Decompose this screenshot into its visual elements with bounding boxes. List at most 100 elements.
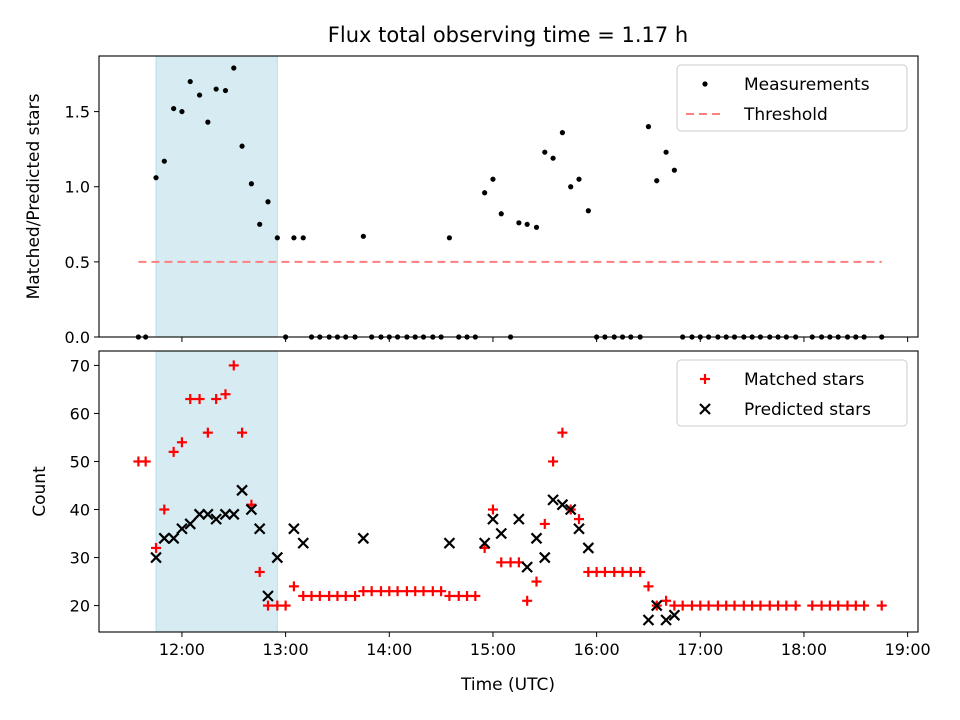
bottom-series-predicted-stars-point-b [530,532,543,545]
bottom-series-predicted-stars-point [288,522,300,535]
bottom-series-predicted-stars-point-b [193,508,206,521]
x-tick-label: 16:00 [574,640,620,659]
x-tick-label: 18:00 [781,640,827,659]
top-series-measurements-point [533,224,540,230]
top-series-measurements-point [498,211,504,217]
bottom-series-matched-stars-point [833,600,844,611]
bottom-series-predicted-stars-point [513,513,525,525]
top-series-measurements-point [490,176,496,182]
bottom-series-matched-stars-point [254,566,265,577]
bottom-series-predicted-stars-point-b [288,522,300,535]
bottom-series-matched-stars-point [859,600,870,611]
x-tick-label: 13:00 [263,640,309,659]
bottom-series-matched-stars-point [755,600,766,611]
top-series-measurements-point [446,235,453,241]
bottom-series-predicted-stars-point-b [167,532,180,545]
bottom-series-matched-stars-point [729,600,740,611]
bottom-series-predicted-stars-point [176,522,188,535]
bottom-series-predicted-stars-point [271,551,284,564]
top-series-measurements [135,65,885,340]
top-series-measurements-point [559,130,566,136]
bottom-series-predicted-stars-point-b [297,537,310,549]
top-series-measurements-point [524,221,530,227]
bottom-series-predicted-stars-point [564,503,577,516]
top-series-measurements-point [482,190,488,196]
bottom-y-tick-label: 30 [70,549,90,568]
top-y-tick-label: 1.5 [65,103,90,122]
bottom-shaded-interval [155,350,278,633]
bottom-series-predicted-stars-point [495,527,508,540]
bottom-series-matched-stars-point [781,600,792,611]
top-legend-handle [702,81,708,87]
bottom-series-matched-stars-point [548,456,559,467]
bottom-series-predicted-stars-point-b [513,513,525,525]
bottom-series-predicted-stars-point-b [478,537,491,549]
top-series-measurements-point [300,235,306,241]
bottom-series-matched-stars-point [140,456,151,467]
bottom-series-matched-stars-point [436,586,447,597]
top-series-measurements-point [360,233,366,239]
bottom-series-predicted-stars-point-b [357,532,370,545]
top-series-measurements-point [213,86,219,92]
bottom-series-predicted-stars-point [193,508,206,521]
bottom-series-predicted-stars-point [660,614,672,626]
bottom-series-predicted-stars-point-b [573,522,585,535]
bottom-series-predicted-stars-point-b [650,599,663,612]
bottom-series-matched-stars-point [211,394,222,405]
bottom-legend: Matched stars Predicted stars [676,359,908,427]
bottom-series-matched-stars-point [418,586,429,597]
bottom-series-predicted-stars-point [210,513,222,525]
bottom-series-predicted-stars-point-b [521,561,533,573]
bottom-series-predicted-stars-point [478,537,491,549]
bottom-series-matched-stars-point [677,600,688,611]
bottom-series-matched-stars-point [185,394,196,405]
top-y-tick-label: 0.0 [65,328,90,347]
bottom-series-matched-stars-point [661,595,672,606]
bottom-legend-handle-b [699,403,711,415]
bottom-series-matched-stars-point [220,389,231,400]
bottom-series-predicted-stars-point [539,551,551,564]
bottom-series-predicted-stars-point [202,508,214,521]
top-series-measurements-point [239,143,245,149]
bottom-series-predicted-stars-point [521,561,533,573]
bottom-series-matched-stars-point [280,600,291,611]
bottom-series-predicted-stars-point [253,522,266,535]
bottom-series-predicted-stars-point-b [660,614,672,626]
bottom-legend-handle [699,403,711,415]
bottom-series-predicted-stars-point [530,532,543,545]
bottom-series-predicted-stars-point [297,537,310,549]
bottom-series-matched-stars-point [202,427,213,438]
bottom-series-matched-stars-point [573,514,584,525]
bottom-y-tick-label: 70 [70,356,90,375]
bottom-series-predicted-stars-point-b [219,508,232,521]
bottom-series-predicted-stars-point [158,532,171,545]
top-shaded-interval [155,55,278,338]
bottom-series-predicted-stars-point-b [158,532,171,545]
x-tick-label: 15:00 [470,640,516,659]
bottom-series-matched-stars-point [635,566,646,577]
bottom-legend-box [676,359,908,427]
top-series-measurements-point [550,155,556,161]
top-series-measurements-point [179,108,185,115]
top-series-measurements-point [196,92,203,98]
top-series-measurements-point [671,167,677,173]
bottom-series-predicted-stars-point-b [262,590,274,602]
x-tick-label: 12:00 [159,640,205,659]
top-series-measurements-point [542,149,548,155]
bottom-series-predicted-stars-point [357,532,370,545]
bottom-series-predicted-stars-point-b [176,522,188,535]
bottom-series-predicted-stars-point [167,532,180,545]
bottom-series-matched-stars-point [288,581,299,592]
bottom-series-predicted-stars-point-b [642,614,655,626]
bottom-series-predicted-stars-point [650,599,663,612]
top-series-measurements-point [576,176,582,182]
top-legend-label: Measurements [744,75,870,95]
bottom-series-matched-stars-point [557,427,568,438]
bottom-series-predicted-stars-point-b [564,503,577,516]
bottom-series-predicted-stars-point-b [271,551,284,564]
bottom-series-matched-stars-point [625,566,636,577]
bottom-series-matched-stars-point [444,590,455,601]
bottom-series-matched-stars-point [262,600,273,611]
bottom-series-matched-stars-point [392,586,403,597]
